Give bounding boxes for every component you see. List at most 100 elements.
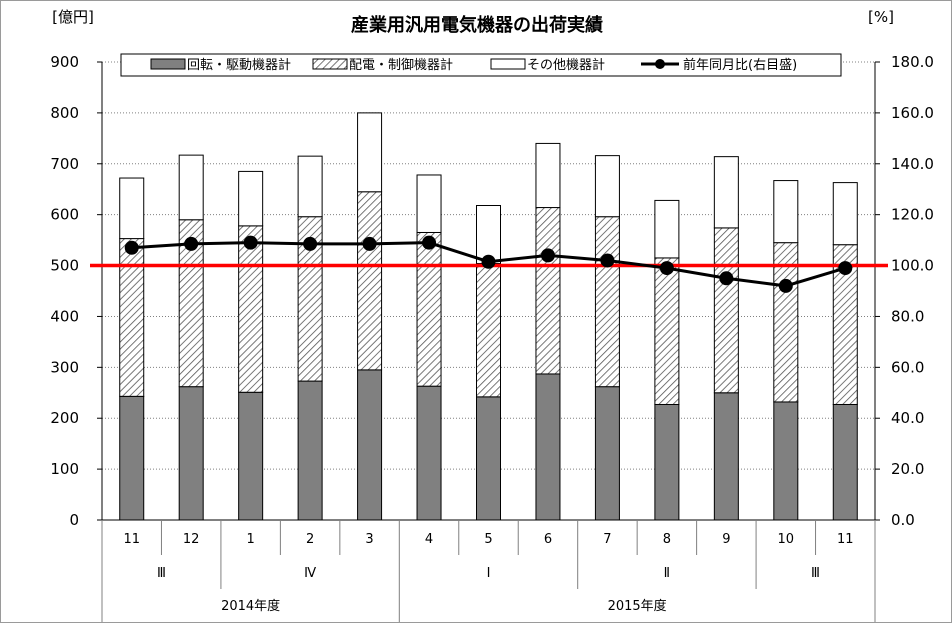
left-axis-unit: [億円] (52, 8, 94, 26)
chart-title: 産業用汎用電気機器の出荷実績 (351, 14, 603, 36)
legend-swatch-marker (655, 59, 665, 69)
legend: 回転・駆動機器計 配電・制御機器計 その他機器計 前年同月比(右目盛) (120, 53, 842, 77)
fiscal-year-label: 2015年度 (608, 598, 667, 614)
right-tick-label: 100.0 (891, 257, 934, 275)
bar-segment (773, 180, 799, 244)
legend-swatch-distribution (312, 58, 348, 70)
yoy-marker (124, 240, 139, 255)
right-tick-label: 120.0 (891, 206, 934, 224)
left-tick-label: 900 (50, 53, 79, 71)
month-label: 1 (247, 532, 255, 547)
yoy-marker (778, 278, 793, 293)
yoy-marker (422, 235, 437, 250)
legend-label-other: その他機器計 (527, 57, 605, 73)
legend-label-rotation: 回転・駆動機器計 (187, 57, 291, 73)
bar-segment (713, 227, 739, 394)
bar-segment (416, 231, 442, 387)
yoy-marker (600, 253, 615, 268)
month-label: 10 (778, 532, 795, 547)
month-label: 9 (722, 532, 730, 547)
quarter-label: Ⅲ (811, 566, 820, 581)
left-tick-label: 0 (69, 511, 79, 529)
yoy-marker (303, 236, 318, 251)
bar-segment (654, 199, 680, 259)
bar-segment (594, 155, 620, 218)
right-tick-label: 140.0 (891, 155, 934, 173)
bar-segment (654, 257, 680, 405)
yoy-marker (540, 248, 555, 263)
bar-segment (594, 386, 620, 521)
bar-segment (832, 182, 858, 246)
bar-segment (476, 396, 501, 521)
bar-segment (594, 216, 620, 388)
bar-segment (773, 401, 799, 521)
yoy-marker (481, 254, 496, 269)
month-label: 11 (123, 532, 140, 547)
bar-segment (357, 191, 383, 371)
month-label: 3 (365, 532, 373, 547)
left-tick-label: 700 (50, 155, 79, 173)
quarter-label: Ⅲ (157, 566, 166, 581)
right-tick-label: 40.0 (891, 409, 924, 427)
bar-segment (357, 369, 383, 521)
month-label: 11 (837, 532, 854, 547)
bar-segment (535, 207, 561, 375)
bar-segment (416, 385, 442, 521)
legend-label-distribution: 配電・制御機器計 (349, 57, 453, 73)
tick-labels: 0 100 200 300 400 500 600 700 800 900 0.0 20.0 40.0 6… (50, 53, 934, 529)
bar-segment (654, 403, 680, 521)
bar-segment (773, 242, 799, 403)
bar-segment (535, 373, 561, 521)
yoy-line-series (124, 235, 853, 293)
month-label: 4 (425, 532, 433, 547)
month-label: 8 (663, 532, 671, 547)
quarter-label: Ⅱ (664, 566, 670, 581)
left-tick-label: 400 (50, 307, 79, 325)
month-label: 7 (603, 532, 611, 547)
right-tick-label: 180.0 (891, 53, 934, 71)
bar-segment (178, 154, 204, 221)
bar-segment (297, 380, 323, 521)
bar-segment (238, 170, 264, 227)
right-axis-unit: [%] (868, 8, 894, 26)
bar-segment (178, 386, 204, 521)
legend-swatch-rotation (150, 58, 186, 70)
bar-segment (238, 225, 264, 393)
bar-segment (238, 391, 264, 521)
month-label: 5 (484, 532, 492, 547)
right-tick-label: 60.0 (891, 358, 924, 376)
axes (97, 61, 880, 521)
left-tick-label: 500 (50, 257, 79, 275)
quarter-label: Ⅳ (304, 566, 316, 581)
right-tick-label: 80.0 (891, 307, 924, 325)
right-tick-label: 20.0 (891, 460, 924, 478)
bar-segment (713, 392, 739, 521)
right-tick-label: 0.0 (891, 511, 915, 529)
yoy-marker (184, 236, 199, 251)
left-tick-label: 600 (50, 206, 79, 224)
legend-swatch-other (490, 58, 526, 70)
bar-segment (119, 395, 145, 521)
bar-segment (476, 263, 501, 398)
yoy-marker (719, 271, 734, 286)
yoy-marker (243, 235, 258, 250)
bar-stacks (119, 112, 858, 521)
month-label: 6 (544, 532, 552, 547)
left-tick-label: 800 (50, 104, 79, 122)
bar-segment (535, 142, 561, 209)
bar-segment (119, 238, 145, 397)
quarter-label: Ⅰ (487, 566, 491, 581)
bar-segment (713, 156, 739, 229)
legend-label-yoy: 前年同月比(右目盛) (683, 57, 797, 73)
right-tick-label: 160.0 (891, 104, 934, 122)
bar-segment (297, 155, 323, 218)
bar-segment (416, 174, 442, 233)
bar-segment (832, 403, 858, 521)
yoy-marker (659, 261, 674, 276)
month-label: 2 (306, 532, 314, 547)
left-tick-label: 200 (50, 409, 79, 427)
yoy-marker (838, 261, 853, 276)
